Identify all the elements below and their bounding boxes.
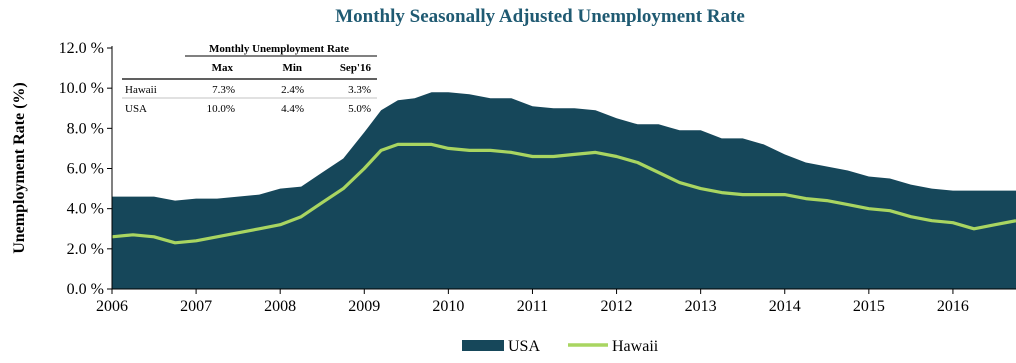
table-col-min: Min xyxy=(282,62,302,74)
y-tick-label: 6.0 % xyxy=(67,161,104,178)
table-row-usa-label: USA xyxy=(125,103,147,115)
series-usa-area xyxy=(112,92,1016,289)
legend: USA Hawaii xyxy=(462,338,659,355)
x-tick-label: 2015 xyxy=(853,298,885,315)
y-tick-label: 12.0 % xyxy=(59,40,104,57)
table-col-max: Max xyxy=(212,62,234,74)
table-col-sep16: Sep'16 xyxy=(340,62,372,74)
x-tick-label: 2007 xyxy=(180,298,212,315)
y-tick-label: 8.0 % xyxy=(67,120,104,137)
x-tick-label: 2012 xyxy=(601,298,633,315)
plot-area xyxy=(111,92,1016,289)
y-axis-label: Unemployment Rate (%) xyxy=(11,82,28,254)
table-title: Monthly Unemployment Rate xyxy=(209,43,349,55)
x-tick-label: 2010 xyxy=(432,298,464,315)
legend-label-hawaii: Hawaii xyxy=(612,338,659,355)
x-tick-label: 2008 xyxy=(264,298,296,315)
y-tick-label: 2.0 % xyxy=(67,241,104,258)
x-tick-label: 2011 xyxy=(517,298,548,315)
y-tick-label: 0.0 % xyxy=(67,281,104,298)
axes: 0.0 % 2.0 % 4.0 % 6.0 % 8.0 % 10.0 % 12.0 % 200… xyxy=(59,40,1016,315)
legend-swatch-usa xyxy=(462,340,504,351)
series-hawaii-line xyxy=(111,142,1016,245)
table-row-hawaii-max: 7.3% xyxy=(212,84,235,96)
table-row-usa-max: 10.0% xyxy=(207,103,235,115)
x-tick-label: 2006 xyxy=(96,298,128,315)
x-tick-label: 2014 xyxy=(769,298,801,315)
table-row-usa-sep16: 5.0% xyxy=(348,103,371,115)
table-row-hawaii-label: Hawaii xyxy=(125,84,157,96)
x-tick-label: 2013 xyxy=(685,298,717,315)
table-row-usa-min: 4.4% xyxy=(281,103,304,115)
chart-title: Monthly Seasonally Adjusted Unemployment… xyxy=(335,6,745,27)
summary-table: Monthly Unemployment Rate Max Min Sep'16… xyxy=(122,43,377,115)
x-tick-label: 2009 xyxy=(348,298,380,315)
x-tick-label: 2016 xyxy=(937,298,969,315)
table-row-hawaii-sep16: 3.3% xyxy=(348,84,371,96)
y-tick-label: 4.0 % xyxy=(67,201,104,218)
y-tick-label: 10.0 % xyxy=(59,80,104,97)
table-row-hawaii-min: 2.4% xyxy=(281,84,304,96)
legend-label-usa: USA xyxy=(508,338,540,355)
